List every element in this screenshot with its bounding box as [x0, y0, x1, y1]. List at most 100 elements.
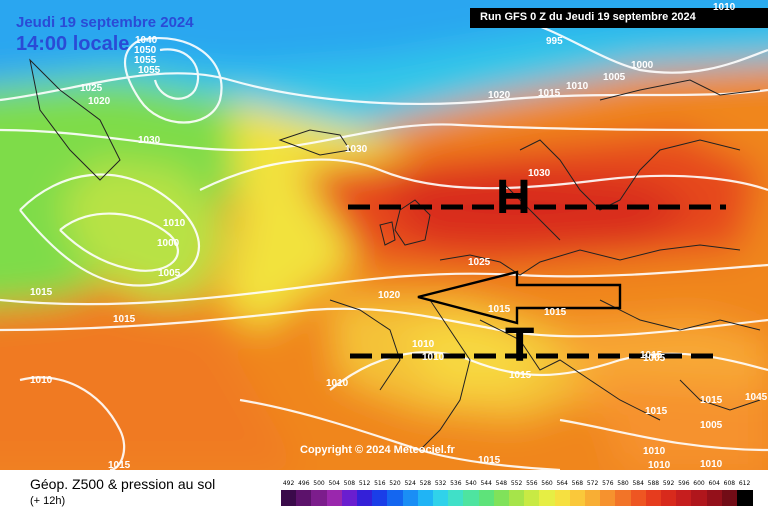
color-scale-label: 516: [374, 480, 386, 487]
isobar-label: 1010: [700, 459, 723, 470]
isobar-lines: [0, 18, 768, 470]
forecast-step: (+ 12h): [30, 495, 66, 507]
color-scale-swatch: [387, 490, 404, 506]
color-scale-label: 504: [328, 480, 340, 487]
color-scale-swatch: [433, 490, 449, 506]
isobar-label: 1030: [345, 144, 368, 155]
isobar-label: 1015: [30, 287, 53, 298]
color-scale-swatch: [554, 490, 571, 506]
isobar-label: 1020: [488, 90, 511, 101]
isobar-label: 1050: [134, 45, 157, 56]
color-scale-swatch: [357, 490, 373, 506]
color-scale-swatch: [341, 490, 358, 506]
isobar-label: 1010: [163, 218, 186, 229]
color-scale-swatch: [645, 490, 662, 506]
legend-footer: Géop. Z500 & pression au sol (+ 12h) 492…: [0, 470, 768, 512]
isobar-label: 1010: [643, 446, 666, 457]
color-scale-label: 592: [662, 480, 675, 487]
isobar-label: 1015: [488, 304, 511, 315]
color-scale-swatch: [493, 490, 510, 506]
high-pressure-marker: H: [496, 171, 531, 224]
color-scale-swatch: [721, 490, 738, 506]
color-scale-swatch: [524, 490, 540, 506]
isobar-label: 1040: [135, 35, 158, 46]
isobar-label: 1010: [412, 339, 435, 350]
color-scale-swatch: [569, 490, 586, 506]
color-scale-swatch: [600, 490, 616, 506]
isobar-label: 1055: [134, 55, 157, 66]
isobar-label: 1015: [645, 406, 668, 417]
color-scale-label: 584: [632, 480, 644, 487]
isobar-label: 1005: [643, 353, 666, 364]
color-scale-label: 608: [723, 480, 736, 487]
isobar-label: 1025: [80, 83, 103, 94]
color-scale-label: 580: [617, 480, 629, 487]
isobar-label: 1020: [88, 96, 111, 107]
color-scale-label: 512: [358, 480, 371, 487]
color-scale-swatch: [311, 490, 328, 506]
jet-axes: [348, 204, 726, 359]
isobar-label: 1010: [326, 378, 349, 389]
isobar-label: 1010: [648, 460, 671, 470]
product-title: Géop. Z500 & pression au sol: [30, 476, 216, 492]
color-scale-label: 612: [738, 480, 751, 487]
isobar-label: 1030: [528, 168, 551, 179]
color-scale-swatch: [691, 490, 708, 506]
isobar-label: 1000: [631, 60, 654, 71]
isobar-label: 1005: [158, 268, 181, 279]
isobar-label: 1015: [544, 307, 567, 318]
color-scale-swatch: [478, 490, 495, 506]
coastlines: [29, 58, 761, 451]
forecast-date: Jeudi 19 septembre 2024: [16, 14, 194, 31]
color-scale-swatch: [615, 490, 632, 506]
flow-arrow: [417, 270, 622, 325]
color-scale-label: 532: [434, 480, 447, 487]
low-pressure-marker: T: [505, 319, 535, 372]
isobar-label: 1010: [30, 375, 53, 386]
color-scale-swatch: [326, 490, 343, 506]
color-scale-label: 588: [647, 480, 660, 487]
color-scale-label: 568: [571, 480, 584, 487]
color-scale-swatch: [661, 490, 677, 506]
isobar-label: 1005: [700, 420, 723, 431]
color-scale-label: 596: [678, 480, 690, 487]
color-scale-label: 600: [693, 480, 705, 487]
color-scale-swatch: [737, 490, 753, 506]
color-scale-swatch: [463, 490, 480, 506]
color-scale-swatch: [585, 490, 601, 506]
color-scale: 492 496 500 504 508 512 516 520 524 528 532 536 540 5…: [281, 480, 753, 508]
isobar-label: 1030: [138, 135, 161, 146]
color-scale-label: 500: [313, 480, 325, 487]
isobar-label: 1015: [538, 88, 561, 99]
color-scale-label: 524: [404, 480, 416, 487]
isobar-label: 1055: [138, 65, 161, 76]
forecast-time: 14:00 locale: [16, 33, 130, 55]
isobar-label: 1015: [509, 370, 532, 381]
color-scale-label: 572: [586, 480, 599, 487]
color-scale-swatch: [281, 490, 297, 506]
color-scale-label: 556: [526, 480, 538, 487]
isobar-label: 1010: [566, 81, 589, 92]
color-scale-swatch: [402, 490, 419, 506]
color-scale-label: 496: [298, 480, 310, 487]
isobar-label: 1015: [640, 350, 663, 361]
isobar-label: 1020: [378, 290, 401, 301]
isobar-label: 1015: [478, 455, 501, 466]
run-label: Run GFS 0 Z du Jeudi 19 septembre 2024: [480, 11, 696, 23]
isobar-label: 1025: [468, 257, 491, 268]
isobar-label: 1045: [745, 392, 768, 403]
isobar-label: 1010: [422, 352, 445, 363]
color-scale-label: 548: [495, 480, 508, 487]
color-scale-swatch: [706, 490, 723, 506]
color-scale-swatch: [372, 490, 388, 506]
color-scale-label: 544: [480, 480, 492, 487]
color-scale-label: 540: [465, 480, 477, 487]
color-scale-label: 576: [602, 480, 614, 487]
color-scale-label: 492: [282, 480, 295, 487]
color-scale-label: 604: [708, 480, 720, 487]
isobar-label: 1015: [700, 395, 723, 406]
color-scale-label: 528: [419, 480, 432, 487]
color-scale-label: 508: [343, 480, 356, 487]
color-scale-label: 564: [556, 480, 568, 487]
